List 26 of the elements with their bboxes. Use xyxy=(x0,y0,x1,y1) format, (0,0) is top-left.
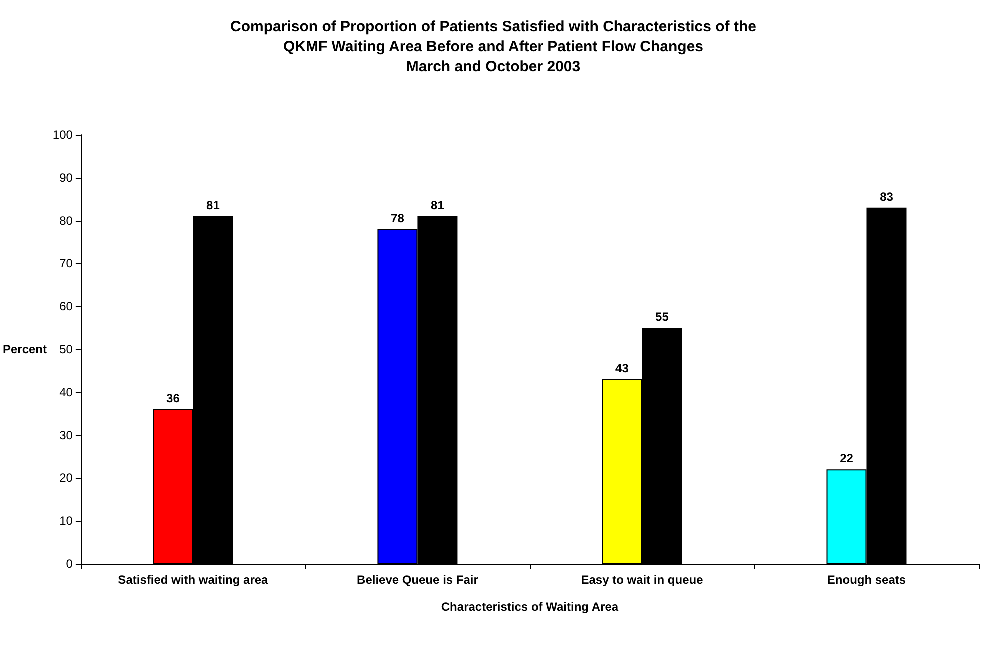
y-tick-label: 70 xyxy=(60,256,74,271)
x-tick-label: Enough seats xyxy=(827,573,906,587)
x-tick-label: Satisfied with waiting area xyxy=(118,573,269,587)
data-label: 22 xyxy=(840,452,854,466)
data-label: 78 xyxy=(391,211,405,226)
data-label: 55 xyxy=(656,310,670,324)
y-tick-label: 90 xyxy=(60,170,74,185)
y-tick-label: 30 xyxy=(60,428,74,442)
chart-title: Comparison of Proportion of Patients Satisfied with Characteristics of the QKMF Waiting Area Before and After Patient Flow Changes March and October 2003 xyxy=(230,18,756,76)
y-tick-label: 80 xyxy=(60,214,74,228)
x-tick-label: Easy to wait in queue xyxy=(581,573,704,587)
data-label: 36 xyxy=(166,392,180,406)
y-tick-label: 100 xyxy=(52,128,74,142)
y-axis-title: Percent xyxy=(2,342,48,356)
x-tick-label: Believe Queue is Fair xyxy=(357,573,479,587)
data-label: 81 xyxy=(431,198,445,213)
y-tick-label: 0 xyxy=(66,557,74,571)
y-tick-label: 10 xyxy=(60,514,74,528)
x-axis-title: Characteristics of Waiting Area xyxy=(441,600,619,614)
data-label: 81 xyxy=(206,198,220,213)
y-tick-label: 50 xyxy=(60,342,74,356)
y-tick-label: 40 xyxy=(60,385,74,400)
y-tick-label: 60 xyxy=(60,300,74,314)
data-label: 43 xyxy=(616,362,630,376)
y-tick-label: 20 xyxy=(60,471,74,486)
data-label: 83 xyxy=(880,190,894,204)
